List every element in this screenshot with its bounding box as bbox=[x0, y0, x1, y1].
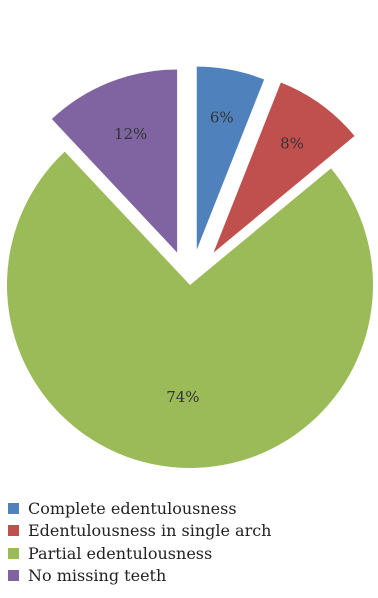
legend-label: Complete edentulousness bbox=[28, 498, 237, 518]
pie-slice-partial-edentulousness bbox=[7, 151, 374, 468]
legend-label: No missing teeth bbox=[28, 566, 167, 586]
slice-label: 8% bbox=[280, 135, 304, 153]
pie-labels: 6% 8% 74% 12% bbox=[114, 108, 304, 406]
legend-item-partial-edentulousness: Partial edentulousness bbox=[8, 542, 378, 565]
pie-chart: 6% 8% 74% 12% bbox=[7, 66, 374, 468]
legend-item-edentulousness-in-single-arch: Edentulousness in single arch bbox=[8, 520, 378, 543]
legend: Complete edentulousness Edentulousness i… bbox=[8, 497, 378, 587]
pie-slice-edentulousness-in-single-arch bbox=[213, 82, 355, 253]
pie-slice-complete-edentulousness bbox=[196, 66, 265, 250]
legend-item-complete-edentulousness: Complete edentulousness bbox=[8, 497, 378, 520]
slice-label: 74% bbox=[166, 388, 199, 406]
legend-item-no-missing-teeth: No missing teeth bbox=[8, 565, 378, 588]
pie-slice-no-missing-teeth bbox=[51, 69, 178, 253]
legend-swatch bbox=[8, 525, 19, 537]
legend-swatch bbox=[8, 570, 19, 582]
legend-swatch bbox=[8, 502, 19, 514]
legend-label: Edentulousness in single arch bbox=[28, 521, 272, 541]
slice-label: 12% bbox=[114, 125, 147, 143]
pie-slices bbox=[7, 66, 374, 468]
legend-label: Partial edentulousness bbox=[28, 543, 213, 563]
slice-label: 6% bbox=[210, 108, 234, 126]
legend-swatch bbox=[8, 547, 19, 559]
